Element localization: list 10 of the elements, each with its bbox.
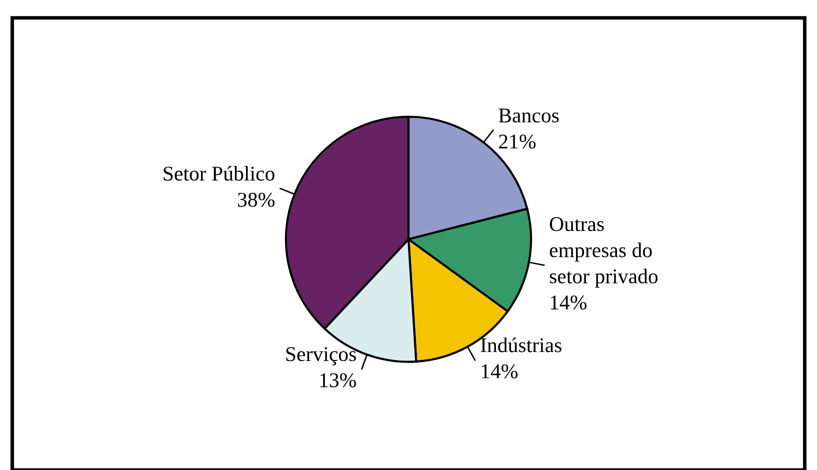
slice-label: Outras empresas do setor privado [550, 217, 658, 288]
slice-label: Indústrias [480, 338, 562, 352]
slice-label: Setor Público [164, 166, 274, 181]
data-label: 13% [320, 373, 356, 388]
slice-label: Bancos [498, 108, 559, 123]
slice-label: Serviços [286, 347, 356, 366]
data-label: 14% [550, 295, 587, 310]
data-label: 14% [482, 364, 518, 378]
data-label: 21% [499, 134, 536, 149]
data-label: 38% [238, 192, 274, 207]
